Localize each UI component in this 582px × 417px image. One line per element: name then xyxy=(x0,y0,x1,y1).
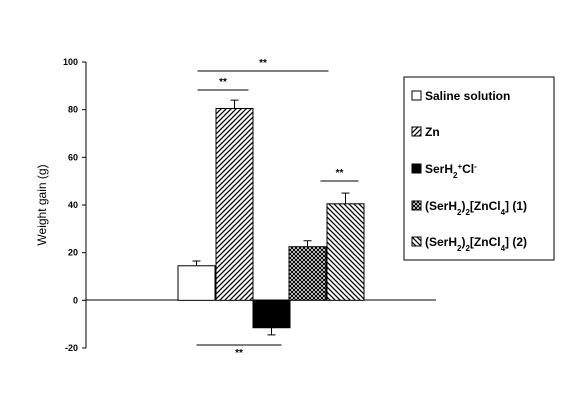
legend-label-part: [ZnCl xyxy=(470,199,501,213)
legend-swatch xyxy=(411,90,422,101)
legend-label-part: Saline solution xyxy=(425,89,510,103)
legend-label-part: ] (2) xyxy=(505,235,527,249)
legend-label-part: 2 xyxy=(465,208,470,217)
legend-label-part: + xyxy=(457,162,462,171)
bar-4 xyxy=(288,246,327,301)
legend-label-part: (SerH xyxy=(425,199,457,213)
error-bars-group xyxy=(192,99,350,336)
significance-label: ** xyxy=(235,348,243,359)
legend-label-part: ] (1) xyxy=(505,199,527,213)
legend-swatch xyxy=(411,126,422,137)
y-axis-label: Weight gain (g) xyxy=(35,164,49,245)
y-tick-label: -20 xyxy=(65,343,78,353)
legend-label: SerH2+Cl- xyxy=(425,162,477,180)
legend-swatch xyxy=(411,163,422,174)
legend-label-part: SerH xyxy=(425,162,453,176)
legend-label-part: [ZnCl xyxy=(470,235,501,249)
y-tick-label: 20 xyxy=(68,248,78,258)
legend-label: Saline solution xyxy=(425,89,510,103)
legend-label-part: ) xyxy=(461,235,465,249)
y-tick-label: 0 xyxy=(73,295,78,305)
legend-label-part: - xyxy=(474,162,477,171)
legend-swatch xyxy=(411,200,422,211)
significance-label: ** xyxy=(259,58,267,69)
legend-label-part: 4 xyxy=(501,244,506,253)
significance-group: ** ** ** ** xyxy=(196,58,359,359)
legend-label-part: Zn xyxy=(425,125,440,139)
legend-label-part: 2 xyxy=(457,244,462,253)
bars-group xyxy=(177,107,365,329)
bar-1 xyxy=(177,265,216,301)
legend-label: (SerH2)2[ZnCl4] (1) xyxy=(425,199,527,217)
y-ticks: -20 0 20 40 60 80 100 xyxy=(63,57,86,353)
legend-label-part: 2 xyxy=(465,244,470,253)
legend-frame xyxy=(403,76,555,261)
bar-2 xyxy=(215,107,254,301)
legend-label-part: 4 xyxy=(501,208,506,217)
bar-3 xyxy=(252,299,291,329)
significance-label: ** xyxy=(219,77,227,88)
y-tick-label: 60 xyxy=(68,152,78,162)
legend-label-part: (SerH xyxy=(425,235,457,249)
bar-5 xyxy=(326,203,365,301)
legend-label-part: ) xyxy=(461,199,465,213)
y-tick-label: 80 xyxy=(68,105,78,115)
legend-label: Zn xyxy=(425,125,440,139)
legend-label-part: 2 xyxy=(453,171,458,180)
y-tick-label: 40 xyxy=(68,200,78,210)
legend-label: (SerH2)2[ZnCl4] (2) xyxy=(425,235,527,253)
legend-label-part: 2 xyxy=(457,208,462,217)
legend: Saline solutionZnSerH2+Cl-(SerH2)2[ZnCl4… xyxy=(403,76,555,261)
y-tick-label: 100 xyxy=(63,57,78,67)
legend-swatch xyxy=(411,236,422,247)
significance-label: ** xyxy=(336,168,344,179)
legend-label-part: Cl xyxy=(462,162,474,176)
